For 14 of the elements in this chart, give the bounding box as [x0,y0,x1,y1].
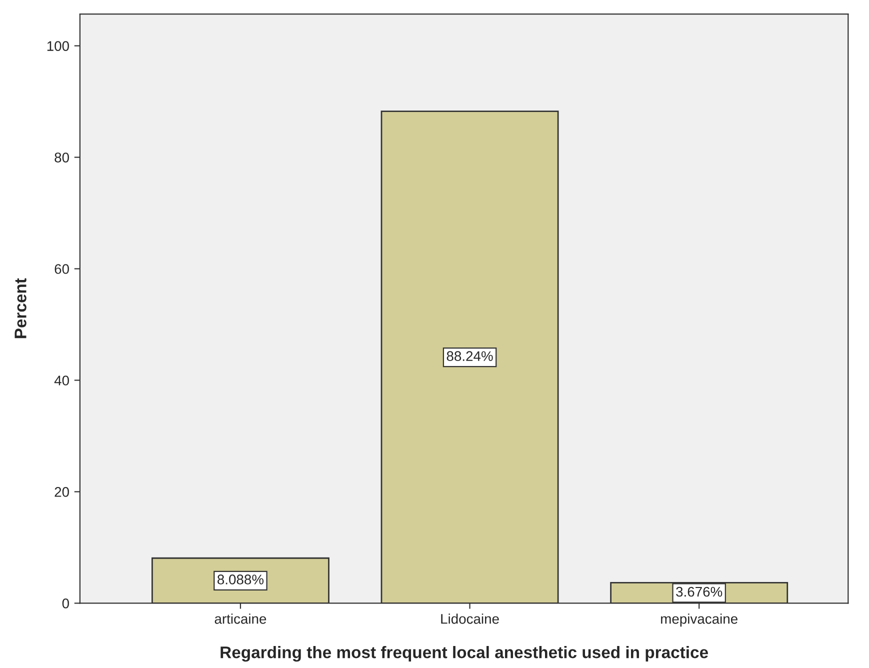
y-tick-label: 20 [54,487,69,497]
data-label: 8.088% [218,574,264,584]
y-tick-label: 80 [54,152,69,162]
y-tick-label: 100 [47,41,69,51]
x-axis-title: Regarding the most frequent local anesthetic used in practice [220,646,708,662]
x-tick-label: articaine [214,614,266,624]
data-label: 3.676% [676,586,722,597]
y-tick-label: 60 [54,264,69,274]
y-axis-title: Percent [14,278,26,338]
y-tick-label: 0 [62,598,69,608]
data-label: 88.24% [446,351,493,362]
y-tick-label: 40 [54,376,69,386]
x-tick-label: mepivacaine [661,614,738,627]
x-tick-label: Lidocaine [441,614,499,624]
